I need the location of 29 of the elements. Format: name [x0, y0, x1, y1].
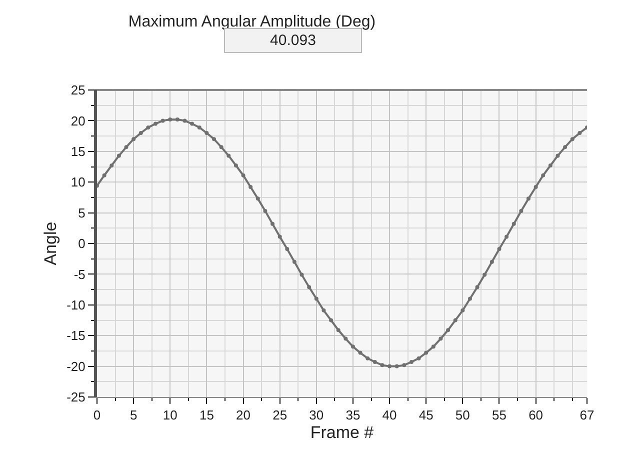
x-tick-label: 30 [309, 408, 324, 423]
y-tick-label: -20 [66, 358, 86, 374]
y-tick-label: -10 [66, 297, 86, 312]
y-tick-label: -15 [66, 328, 86, 344]
x-tick-label: 15 [199, 408, 214, 423]
y-axis-title: Angle [41, 222, 60, 266]
x-tick-label: 20 [236, 408, 251, 423]
y-tick-label: 10 [70, 174, 86, 190]
y-tick-label: 0 [78, 236, 86, 252]
chart-title: Maximum Angular Amplitude (Deg) [128, 14, 376, 31]
x-tick-label: 10 [162, 408, 178, 423]
x-tick-label: 40 [382, 408, 397, 423]
x-tick-label: 25 [272, 408, 288, 423]
x-tick-label: 5 [130, 408, 138, 423]
text: 40.093 [270, 32, 316, 49]
y-tick-label: -5 [74, 266, 86, 282]
y-tick-label: 15 [70, 144, 86, 159]
x-tick-label: 67 [580, 408, 594, 423]
y-tick-label: 25 [70, 82, 86, 98]
x-axis-title: Frame # [310, 423, 374, 442]
y-tick-label: -25 [66, 390, 86, 405]
x-tick-label: 60 [528, 408, 544, 423]
x-tick-label: 45 [418, 408, 434, 423]
x-tick-label: 50 [455, 408, 470, 423]
x-tick-label: 35 [346, 408, 360, 423]
x-tick-label: 55 [492, 408, 506, 423]
x-tick-label: 0 [93, 408, 101, 423]
y-tick-label: 5 [78, 205, 86, 220]
y-tick-label: 20 [70, 113, 86, 128]
